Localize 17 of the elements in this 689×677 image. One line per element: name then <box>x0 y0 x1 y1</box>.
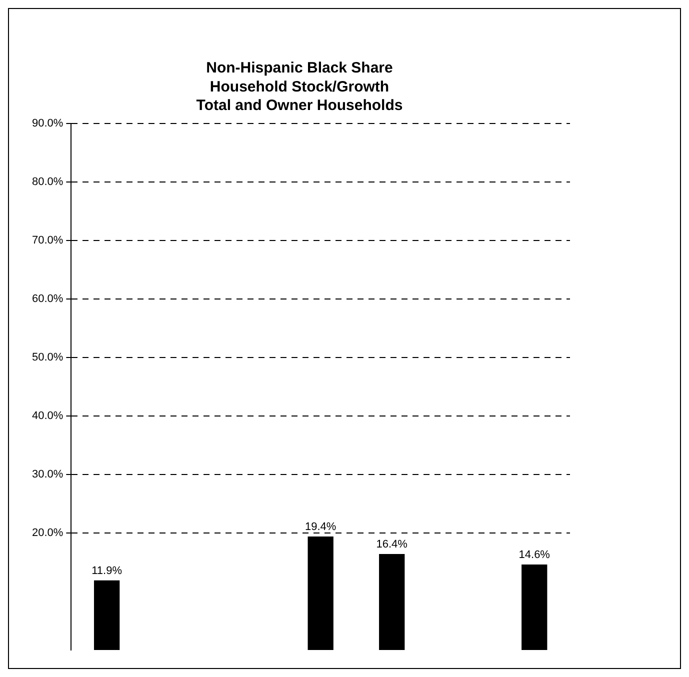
y-tick-label: 80.0% <box>32 176 64 188</box>
y-tick-label: 70.0% <box>32 234 64 246</box>
data-label: 14.6% <box>518 549 550 562</box>
y-tick-label: 90.0% <box>32 117 64 130</box>
data-label: 16.4% <box>376 538 408 551</box>
bar <box>522 564 548 650</box>
y-tick-label: 30.0% <box>32 468 64 480</box>
bar <box>94 580 120 650</box>
y-tick-label: 50.0% <box>32 351 64 364</box>
data-label: 11.9% <box>92 564 122 577</box>
chart-title: Non-Hispanic Black Share Household Stock/Growth Total and Owner Households <box>196 60 403 114</box>
bar <box>379 554 405 650</box>
bar <box>308 536 334 650</box>
y-tick-label: 60.0% <box>32 292 64 305</box>
data-label: 19.4% <box>304 520 336 533</box>
y-tick-label: 20.0% <box>32 526 64 539</box>
y-tick-label: 40.0% <box>32 410 64 422</box>
